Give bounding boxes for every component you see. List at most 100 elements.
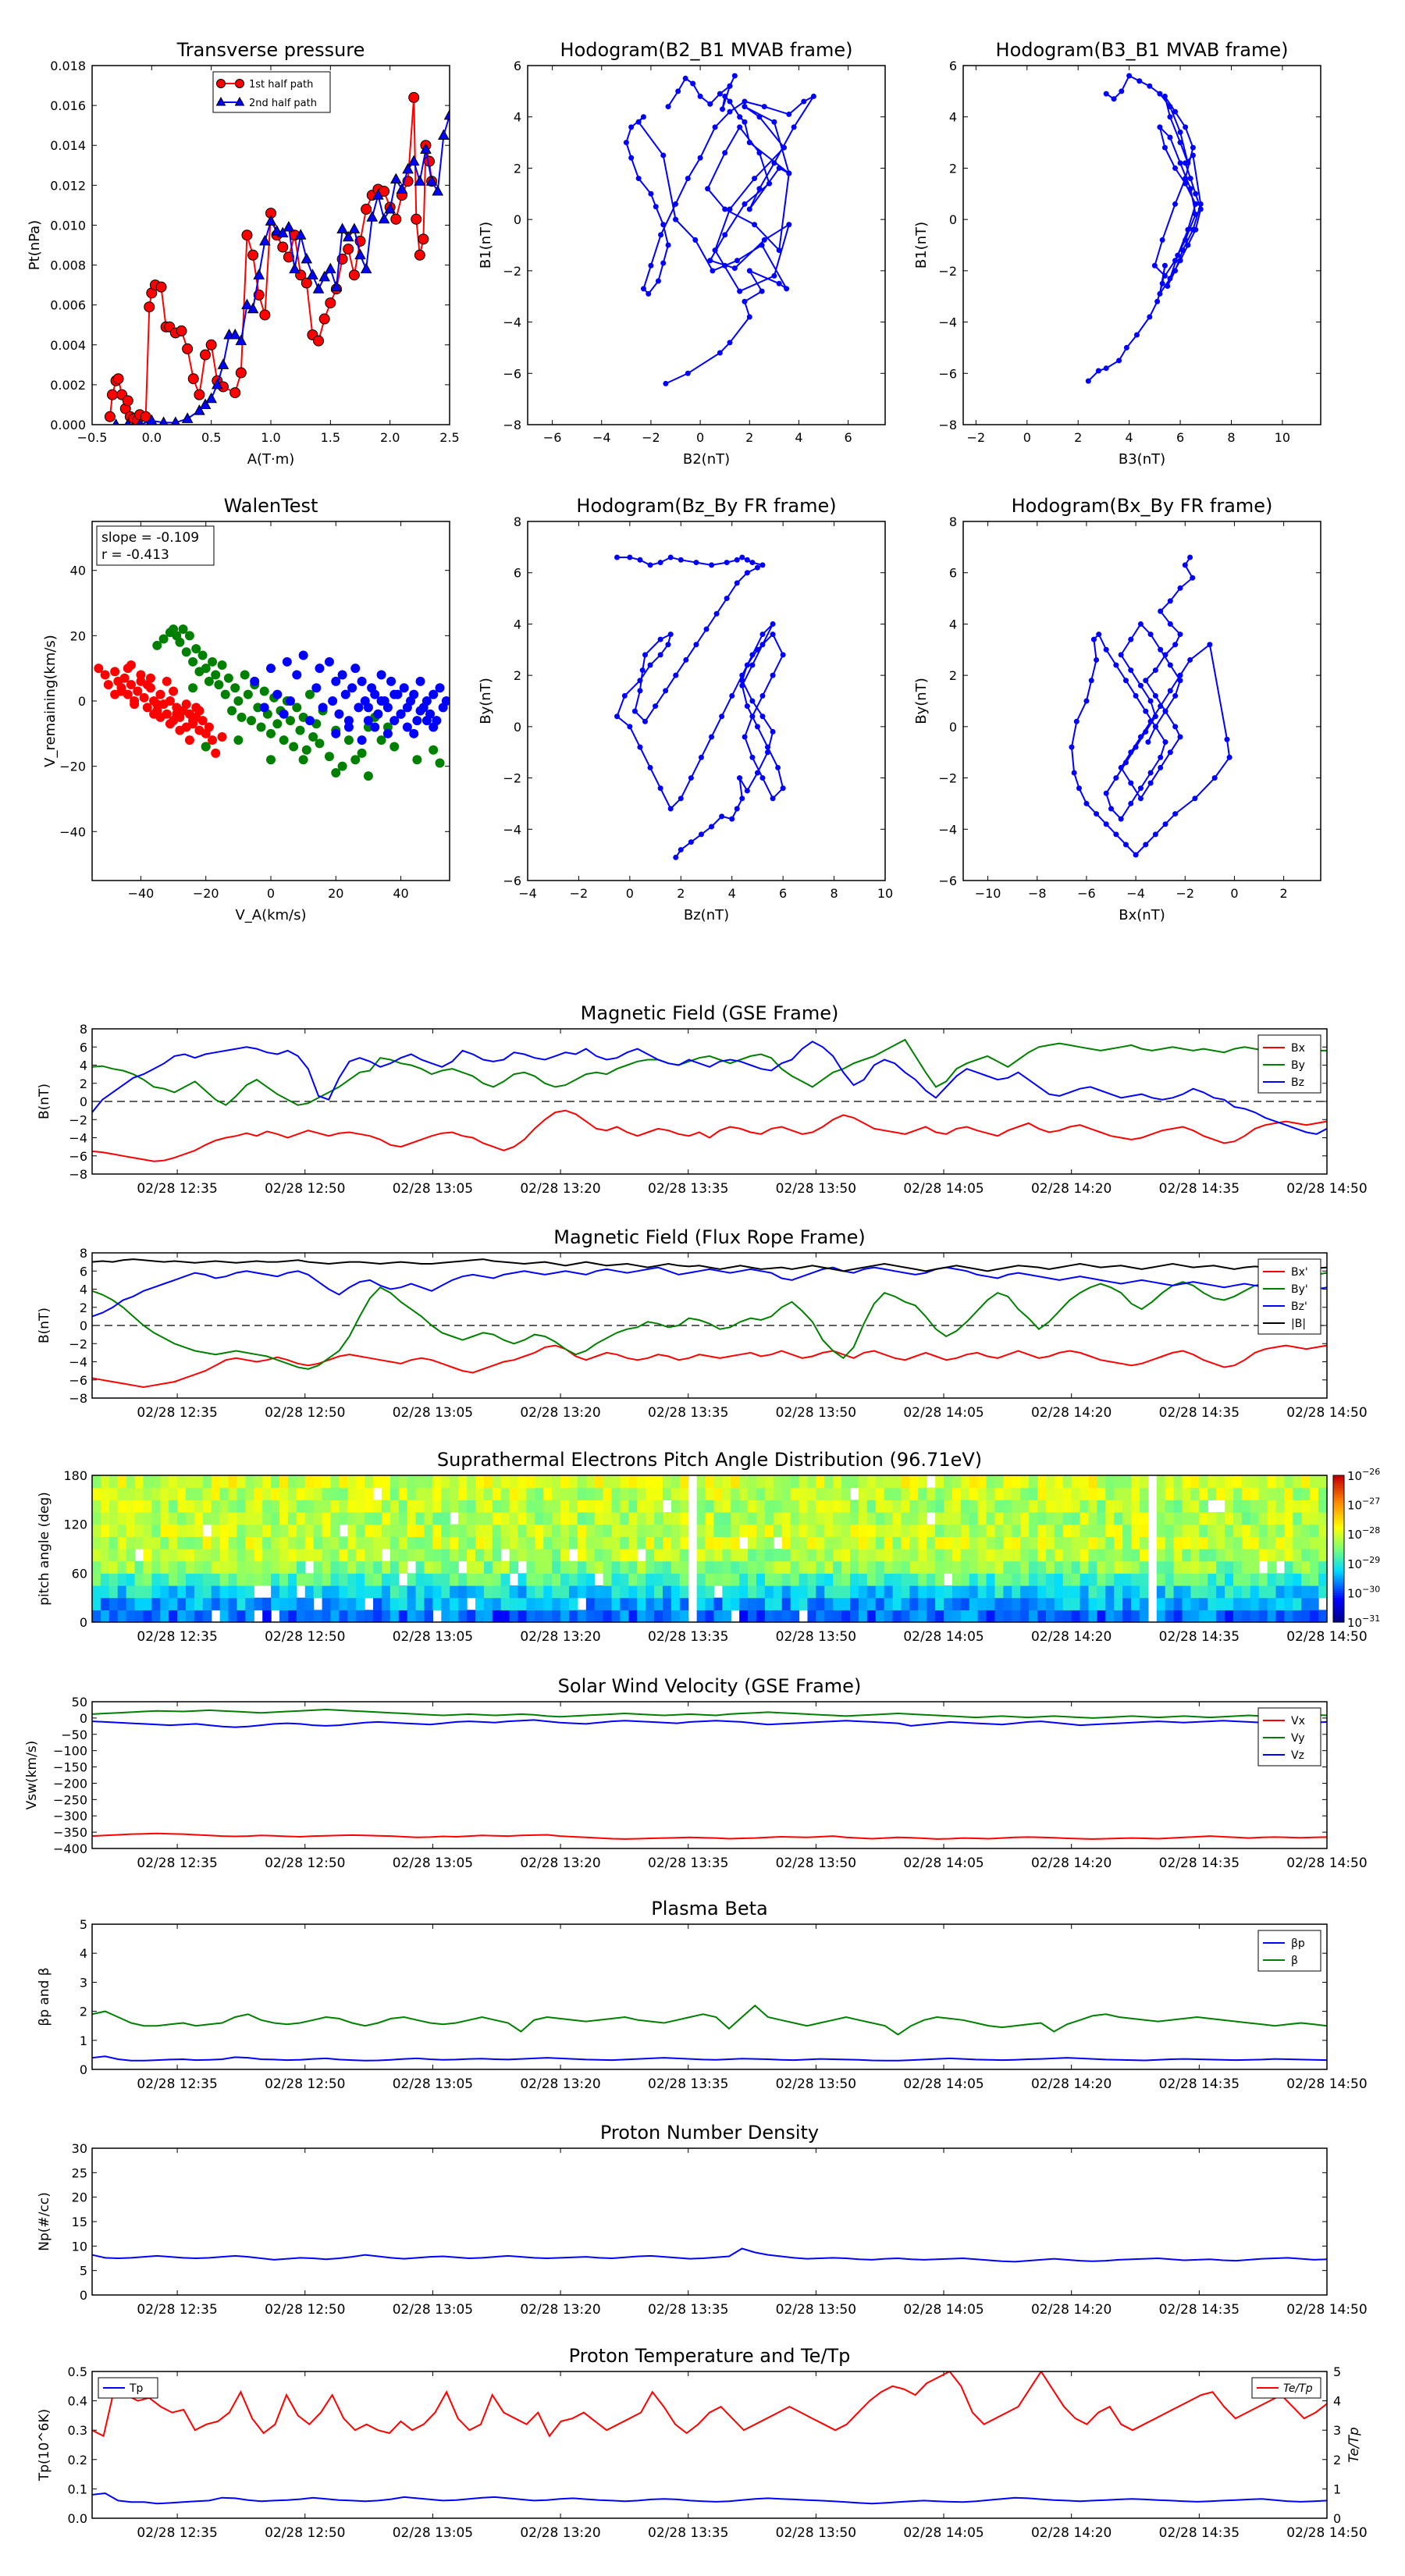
heat-cell [407,1573,417,1586]
heat-cell [254,1512,263,1525]
data-point [693,560,699,566]
heat-cell [654,1585,663,1599]
panel-vsw: Solar Wind Velocity (GSE Frame)02/28 12:… [24,1675,1368,1871]
heat-cell [1241,1597,1251,1610]
heat-cell [918,1500,927,1513]
data-point [259,309,271,321]
heat-cell [1258,1597,1268,1610]
plot-frame [962,521,1321,881]
heat-cell [347,1512,357,1525]
heat-cell [594,1597,604,1610]
heat-cell [1054,1597,1064,1610]
heat-cell [1250,1487,1260,1500]
data-point [253,269,265,279]
heat-cell [1045,1585,1055,1599]
data-point [162,676,172,686]
heat-cell [1225,1560,1234,1574]
heat-cell [560,1475,570,1489]
data-point [744,570,750,576]
heat-cell [169,1475,178,1489]
heat-cell [696,1524,706,1537]
heat-cell [186,1512,195,1525]
heat-cell [1029,1487,1038,1500]
heat-cell [339,1487,348,1500]
heat-cell [1071,1512,1081,1525]
heat-cell [254,1560,263,1574]
heat-cell [365,1560,374,1574]
y-tick-label: 4 [80,1283,87,1297]
x-tick-label: 02/28 14:35 [1159,2076,1240,2092]
heat-cell [432,1573,442,1586]
chart-title: Suprathermal Electrons Pitch Angle Distr… [437,1449,982,1471]
heat-cell [389,1560,400,1574]
data-point [1162,739,1168,745]
x-axis-label: Bx(nT) [1119,907,1165,923]
data-point [112,418,119,425]
heat-cell [262,1573,272,1586]
heat-cell [1097,1487,1106,1500]
heat-cell [381,1585,391,1599]
data-point [1172,692,1179,699]
heat-cell [1003,1500,1012,1513]
heat-cell [92,1475,101,1489]
heat-cell [927,1487,936,1500]
heat-cell [1012,1500,1021,1513]
heat-cell [1088,1475,1098,1489]
y-tick-label: −8 [69,1391,87,1406]
x-tick-label: −4 [1126,886,1145,901]
heat-cell [237,1573,246,1586]
heat-cell [1199,1512,1208,1525]
heat-cell [441,1597,450,1610]
heat-cell [1310,1597,1319,1610]
heat-cell [1054,1585,1064,1599]
heat-cell [526,1610,535,1622]
heat-cell [424,1487,434,1500]
heat-cell [1071,1597,1081,1610]
y-tick-label: 0.5 [68,2364,87,2379]
heat-cell [1208,1536,1217,1550]
heat-cell [1003,1512,1012,1525]
heat-cell [568,1560,578,1574]
heat-cell [1301,1585,1311,1599]
heat-cell [398,1512,408,1525]
heat-cell [500,1585,510,1599]
heat-cell [356,1549,365,1562]
x-axis-label: B2(nT) [683,451,730,468]
heat-cell [731,1585,740,1599]
heat-cell [160,1610,169,1622]
data-point [640,114,646,120]
heat-cell [160,1512,169,1525]
heat-cell [228,1610,238,1622]
data-point [675,88,681,94]
legend-marker [234,96,245,106]
data-point [272,719,283,729]
heat-cell [330,1573,340,1586]
x-tick-label: 20 [328,886,343,901]
y-tick-label-right: 2 [1333,2453,1341,2467]
data-point [770,632,776,638]
data-point [285,696,295,706]
heat-cell [994,1512,1005,1525]
heat-cell [603,1585,613,1599]
heat-cell [620,1500,629,1513]
data-point [637,744,643,750]
y-tick-label: 0.4 [68,2394,87,2409]
data-point [1108,806,1115,812]
data-point [739,795,745,802]
heat-cell [722,1597,731,1610]
heat-cell [781,1597,791,1610]
heat-cell [773,1585,783,1599]
heat-cell [228,1524,238,1537]
colorbar-cell [1333,1519,1344,1523]
data-point [1177,632,1183,638]
heat-cell [1275,1487,1286,1500]
heat-cell [424,1524,434,1537]
heat-cell [271,1524,280,1537]
data-point [1158,764,1164,770]
heat-cell [117,1524,127,1537]
x-tick-label: −4 [518,886,537,901]
heat-cell [518,1585,528,1599]
heat-cell [884,1524,894,1537]
heat-cell [1080,1487,1090,1500]
heat-cell [177,1597,187,1610]
